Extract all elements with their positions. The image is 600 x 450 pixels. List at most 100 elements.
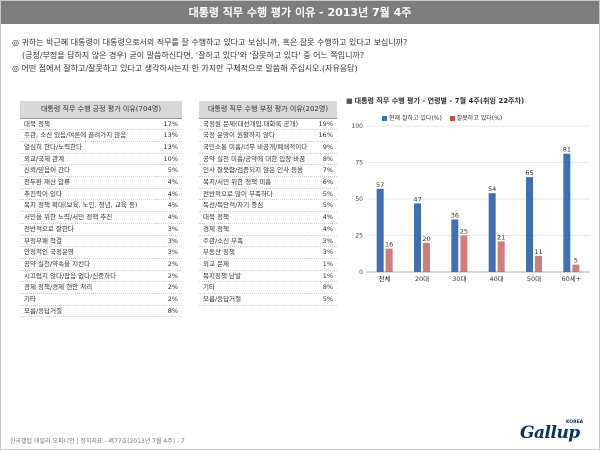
negative-reason-row: 국정원 문제(대선개입,대화록 공개) 19% xyxy=(199,118,337,131)
chart-title-block: ■ 대통령 직무 수행 평가 - 연령별 - 7월 4주(취임 22주차) xyxy=(346,96,596,106)
negative-reason-label: 모름/응답거절 xyxy=(199,293,311,306)
positive-reason-row: 신뢰/믿음이 간다 5% xyxy=(20,164,182,178)
positive-reason-label: 모름/응답거절 xyxy=(20,305,156,318)
negative-reason-label: 독선/독단적/자기 중심 xyxy=(199,199,311,213)
positive-reason-label: 복지 정책 확대(보육, 노인, 청년, 교육 등) xyxy=(20,199,156,213)
positive-reason-pct: 5% xyxy=(156,164,182,178)
negative-reason-pct: 5% xyxy=(311,199,337,213)
question-line-2: (긍정/부정을 답하지 않은 경우) 굳이 말씀하신다면, '잘하고 있다'와 … xyxy=(22,51,365,60)
positive-reason-pct: 2% xyxy=(156,258,182,271)
negative-reason-row: 복지/서민 위한 정책 미흡 6% xyxy=(199,176,337,189)
positive-reason-label: 경제 정책/경제 현안 처리 xyxy=(20,281,156,295)
negative-reason-pct: 7% xyxy=(311,164,337,178)
negative-reason-label: 인사 잘못함/검증되지 않은 인사 등용 xyxy=(199,164,311,178)
positive-reason-row: 주관, 소신 있음/여론에 끌려가지 않음 13% xyxy=(20,129,182,142)
positive-table-header: 대통령 직무 수행 긍정 평가 이유(704명) xyxy=(20,101,182,119)
data-label-positive: 57 xyxy=(376,181,384,189)
positive-reason-row: 경제 정책/경제 현안 처리 2% xyxy=(20,281,182,295)
positive-reason-row: 안정적인 국정운영 3% xyxy=(20,246,182,259)
negative-reason-row: 국정 운영이 원활하지 않다 16% xyxy=(199,129,337,142)
data-label-positive: 81 xyxy=(563,146,571,154)
negative-reason-pct: 5% xyxy=(311,293,337,306)
negative-reason-pct: 3% xyxy=(311,246,337,259)
negative-reason-row: 모름/응답거절 5% xyxy=(199,293,337,306)
negative-reason-row: 복지정책 남발 1% xyxy=(199,270,337,283)
positive-reason-pct: 10% xyxy=(156,153,182,166)
negative-reason-label: 주관/소신 부족 xyxy=(199,235,311,248)
negative-reason-row: 국민소통 미흡/너무 비공개/폐쇄적이다 9% xyxy=(199,141,337,154)
page-title: 대통령 직무 수행 평가 이유 - 2013년 7월 4주 xyxy=(1,1,599,24)
negative-reason-label: 기타 xyxy=(199,281,311,295)
question-line-3: ◎ 어떤 점에서 잘하고/잘못하고 있다고 생각하시는지 한 가지만 구체적으로… xyxy=(12,64,358,73)
positive-reason-label: 시끄럽지 않다/잡음 없다/신중하다 xyxy=(20,270,156,283)
positive-reason-label: 서민을 위한 노력/서민 정책 추진 xyxy=(20,211,156,224)
data-label-negative: 11 xyxy=(534,248,542,256)
negative-reason-row: 외교 문제 1% xyxy=(199,258,337,271)
bar-negative xyxy=(497,241,505,272)
negative-reason-label: 전반적으로 많이 부족하다 xyxy=(199,188,311,201)
positive-reason-pct: 4% xyxy=(156,211,182,224)
bar-negative xyxy=(535,255,542,272)
positive-reason-label: 외교/국제 관계 xyxy=(20,153,156,166)
footer-note: 한국갤럽 데일리 오피니언 | 정치지표 - 제77호(2013년 7월 4주)… xyxy=(10,438,185,445)
y-tick-label: 75 xyxy=(355,160,363,167)
negative-reason-pct: 9% xyxy=(311,141,337,154)
negative-reason-label: 복지/서민 위한 정책 미흡 xyxy=(199,176,311,189)
negative-reason-row: 기타 8% xyxy=(199,281,337,295)
positive-reason-row: 전두환 재산 압류 4% xyxy=(20,176,182,189)
positive-reason-pct: 13% xyxy=(156,141,182,154)
logo-text: Gallup xyxy=(520,423,580,443)
x-tick-label: 20대 xyxy=(415,275,429,283)
positive-reason-pct: 3% xyxy=(156,235,182,248)
positive-reason-row: 부정부패 척결 3% xyxy=(20,235,182,248)
bar-negative xyxy=(572,264,580,272)
positive-reason-row: 외교/국제 관계 10% xyxy=(20,153,182,166)
y-tick-label: 100 xyxy=(352,123,364,130)
bar-negative xyxy=(460,235,468,272)
positive-reason-pct: 3% xyxy=(156,223,182,236)
negative-reason-label: 복지정책 남발 xyxy=(199,270,311,283)
age-bar-chart: 0 25 50 75 100 57 16 전체 47 20 20대 36 25 30대 54 21 40대 65 1… xyxy=(352,123,590,283)
negative-reason-row: 독선/독단적/자기 중심 5% xyxy=(199,199,337,213)
negative-reason-label: 공약 실천 미흡/공약에 대한 입장 바꿈 xyxy=(199,153,311,166)
data-label-negative: 16 xyxy=(385,241,393,249)
y-tick-label: 25 xyxy=(355,233,363,240)
negative-reason-label: 대북 정책 xyxy=(199,211,311,224)
negative-reason-pct: 5% xyxy=(311,188,337,201)
bar-positive xyxy=(376,188,384,272)
question-line-1: ◎ 귀하는 박근혜 대통령이 대통령으로서의 직무를 잘 수행하고 있다고 보십… xyxy=(12,38,408,47)
positive-reason-label: 추진력이 있다 xyxy=(20,188,156,201)
data-label-positive: 36 xyxy=(451,211,459,219)
positive-reason-pct: 4% xyxy=(156,199,182,213)
legend-item-positive: 현재 잘하고 있다(%) xyxy=(382,115,442,122)
negative-reason-label: 경제 정책 xyxy=(199,223,311,236)
positive-reason-label: 주관, 소신 있음/여론에 끌려가지 않음 xyxy=(20,129,156,142)
positive-reason-row: 시끄럽지 않다/잡음 없다/신중하다 2% xyxy=(20,270,182,283)
data-label-positive: 47 xyxy=(413,195,421,203)
positive-reason-row: 공약 실천/약속을 지킨다 2% xyxy=(20,258,182,271)
negative-reason-pct: 3% xyxy=(311,235,337,248)
positive-reason-pct: 2% xyxy=(156,293,182,306)
data-label-negative: 21 xyxy=(497,233,505,241)
positive-reasons-table: 대통령 직무 수행 긍정 평가 이유(704명) 대북 정책 17% 주관, 소신 … xyxy=(20,101,182,318)
negative-reason-row: 인사 잘못함/검증되지 않은 인사 등용 7% xyxy=(199,164,337,178)
positive-reason-pct: 4% xyxy=(156,176,182,189)
bar-negative xyxy=(423,242,430,272)
negative-reason-row: 대북 정책 4% xyxy=(199,211,337,224)
negative-reason-label: 국정 운영이 원활하지 않다 xyxy=(199,129,311,142)
data-label-negative: 5 xyxy=(574,257,578,265)
positive-reason-row: 기타 2% xyxy=(20,293,182,306)
x-tick-label: 60세+ xyxy=(561,274,581,283)
bar-positive xyxy=(526,177,533,272)
chart-title: 대통령 직무 수행 평가 - 연령별 - 7월 4주(취임 22주차) xyxy=(354,97,525,105)
gallup-logo: Gallup KOREA xyxy=(520,420,595,443)
negative-table-header: 대통령 직무 수행 부정 평가 이유(202명) xyxy=(199,101,337,119)
positive-reason-row: 모름/응답거절 8% xyxy=(20,305,182,318)
bar-positive xyxy=(451,219,459,272)
positive-reason-label: 전두환 재산 압류 xyxy=(20,176,156,189)
positive-reason-pct: 2% xyxy=(156,270,182,283)
negative-reason-pct: 4% xyxy=(311,211,337,224)
data-label-negative: 25 xyxy=(460,228,468,236)
negative-reason-row: 주관/소신 부족 3% xyxy=(199,235,337,248)
positive-reason-label: 공약 실천/약속을 지킨다 xyxy=(20,258,156,271)
